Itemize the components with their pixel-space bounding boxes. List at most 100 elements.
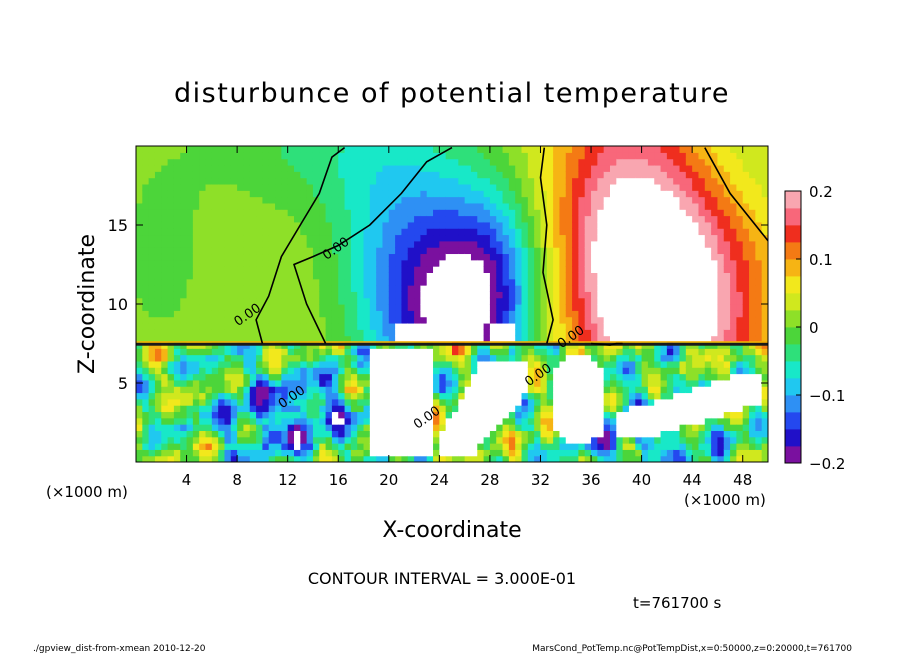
field-cell [515, 164, 523, 172]
field-cell [237, 221, 245, 229]
field-cell [553, 348, 561, 356]
field-cell [515, 322, 523, 330]
field-cell [319, 247, 327, 255]
field-cell [211, 177, 219, 185]
field-cell [199, 183, 207, 191]
field-cell [723, 228, 731, 236]
field-cell [755, 455, 763, 462]
field-cell [426, 430, 434, 438]
field-cell [521, 411, 529, 419]
field-cell [426, 373, 434, 381]
field-cell [641, 316, 649, 324]
field-cell [376, 209, 384, 217]
field-cell [489, 329, 497, 337]
field-cell [717, 405, 725, 413]
field-cell [622, 354, 630, 362]
field-cell [136, 247, 143, 255]
field-cell [591, 310, 598, 318]
field-cell [521, 158, 529, 166]
field-cell [742, 297, 750, 305]
field-cell [685, 221, 693, 229]
field-cell [154, 379, 162, 387]
field-cell [515, 171, 523, 179]
field-cell [243, 354, 251, 362]
field-cell [262, 398, 270, 406]
field-cell [559, 322, 567, 330]
field-cell [673, 183, 681, 191]
field-cell [666, 171, 674, 179]
field-cell [578, 253, 586, 261]
field-cell [477, 424, 485, 431]
field-cell [369, 196, 377, 204]
field-cell [730, 158, 737, 166]
field-cell [350, 190, 358, 198]
field-cell [736, 297, 744, 305]
field-cell [426, 335, 434, 343]
field-cell [268, 373, 276, 381]
field-cell [508, 158, 516, 166]
field-cell [711, 424, 719, 431]
field-cell [730, 329, 737, 337]
field-cell [685, 253, 693, 261]
field-cell [502, 177, 510, 185]
field-cell [527, 304, 535, 311]
field-cell [395, 329, 403, 337]
field-cell [559, 373, 567, 381]
field-cell [192, 304, 200, 311]
field-cell [439, 424, 447, 431]
field-cell [338, 430, 346, 438]
field-cell [218, 304, 226, 311]
field-cell [521, 146, 529, 153]
field-cell [161, 455, 169, 462]
field-cell [395, 379, 403, 387]
field-cell [357, 392, 365, 400]
field-cell [654, 348, 662, 356]
field-cell [363, 360, 371, 368]
field-cell [369, 215, 377, 223]
field-cell [622, 253, 630, 261]
field-cell [483, 443, 491, 450]
field-cell [534, 354, 542, 362]
field-cell [584, 430, 592, 438]
field-cell [205, 297, 213, 305]
field-cell [483, 367, 491, 375]
field-cell [673, 348, 681, 356]
field-cell [584, 158, 592, 166]
field-cell [407, 215, 415, 223]
field-cell [161, 285, 169, 292]
field-cell [559, 183, 567, 191]
field-cell [230, 443, 238, 450]
field-cell [281, 215, 289, 223]
field-cell [521, 266, 529, 273]
field-cell [300, 405, 308, 413]
field-cell [489, 152, 497, 160]
field-cell [161, 310, 169, 318]
field-cell [673, 297, 681, 305]
field-cell [142, 272, 150, 280]
field-cell [635, 348, 643, 356]
field-cell [534, 285, 542, 292]
field-cell [489, 411, 497, 419]
field-cell [610, 196, 617, 204]
field-cell [755, 373, 763, 381]
field-cell [761, 430, 768, 438]
field-cell [616, 278, 624, 286]
field-cell [161, 449, 169, 457]
field-cell [496, 209, 504, 217]
field-cell [591, 285, 598, 292]
field-cell [591, 209, 598, 217]
field-cell [464, 278, 472, 286]
field-cell [136, 316, 143, 324]
field-cell [704, 221, 712, 229]
field-cell [489, 335, 497, 343]
field-cell [540, 392, 548, 400]
field-cell [350, 158, 358, 166]
field-cell [173, 253, 181, 261]
field-cell [628, 354, 636, 362]
field-cell [325, 430, 333, 438]
field-cell [268, 443, 276, 450]
field-cell [591, 278, 598, 286]
field-cell [597, 253, 605, 261]
field-cell [483, 196, 491, 204]
field-cell [502, 348, 510, 356]
